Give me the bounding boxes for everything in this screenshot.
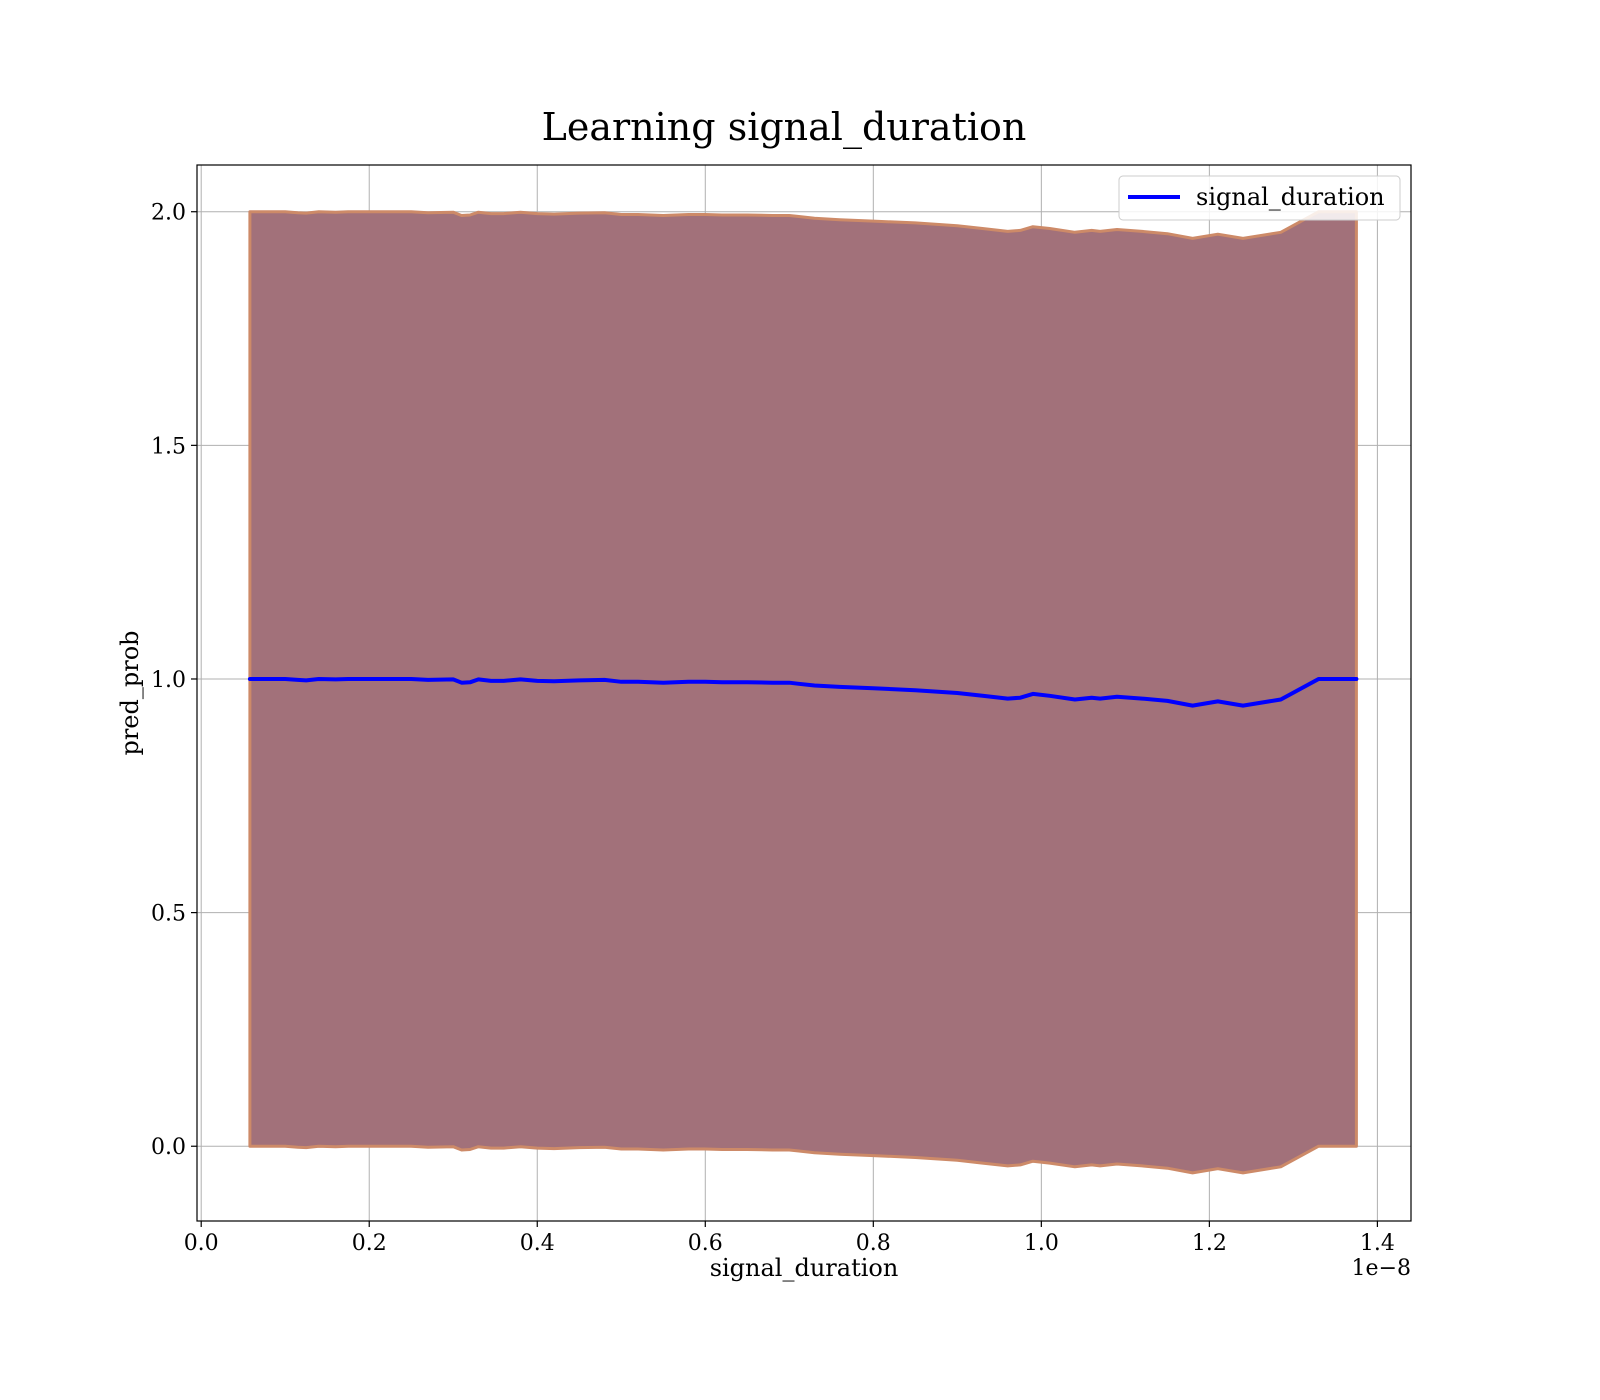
y-axis-ticks: 0.0 0.5 1.0 1.5 2.0 xyxy=(151,201,197,1160)
x-axis-label: signal_duration xyxy=(710,1254,899,1282)
x-tick-label: 0.4 xyxy=(520,1231,555,1256)
legend-label: signal_duration xyxy=(1196,183,1385,211)
confidence-band xyxy=(248,210,1358,1175)
legend-box xyxy=(1118,175,1401,221)
x-tick-label: 1.2 xyxy=(1192,1231,1227,1256)
x-tick-label: 1.4 xyxy=(1360,1231,1395,1256)
x-tick-label: 0.0 xyxy=(184,1231,219,1256)
band-area xyxy=(248,210,1358,1175)
plot-frame xyxy=(196,164,1412,1222)
y-tick-label: 1.5 xyxy=(151,434,186,459)
x-tick-label: 1.0 xyxy=(1024,1231,1059,1256)
series-line xyxy=(247,677,1359,708)
x-axis-offset-label: 1e−8 xyxy=(1352,1256,1411,1281)
chart-title: Learning signal_duration xyxy=(542,105,1027,150)
legend: signal_duration xyxy=(1118,175,1401,221)
x-tick-label: 0.8 xyxy=(856,1231,891,1256)
series-layer xyxy=(247,677,1359,708)
x-tick-label: 0.6 xyxy=(688,1231,723,1256)
y-tick-label: 1.0 xyxy=(151,668,186,693)
y-tick-label: 0.0 xyxy=(151,1135,186,1160)
x-axis-ticks: 0.0 0.2 0.4 0.6 0.8 1.0 1.2 1.4 xyxy=(184,1221,1395,1256)
y-tick-label: 2.0 xyxy=(151,201,186,226)
y-axis-label: pred_prob xyxy=(116,630,144,755)
y-tick-label: 0.5 xyxy=(151,902,186,927)
x-tick-label: 0.2 xyxy=(352,1231,387,1256)
